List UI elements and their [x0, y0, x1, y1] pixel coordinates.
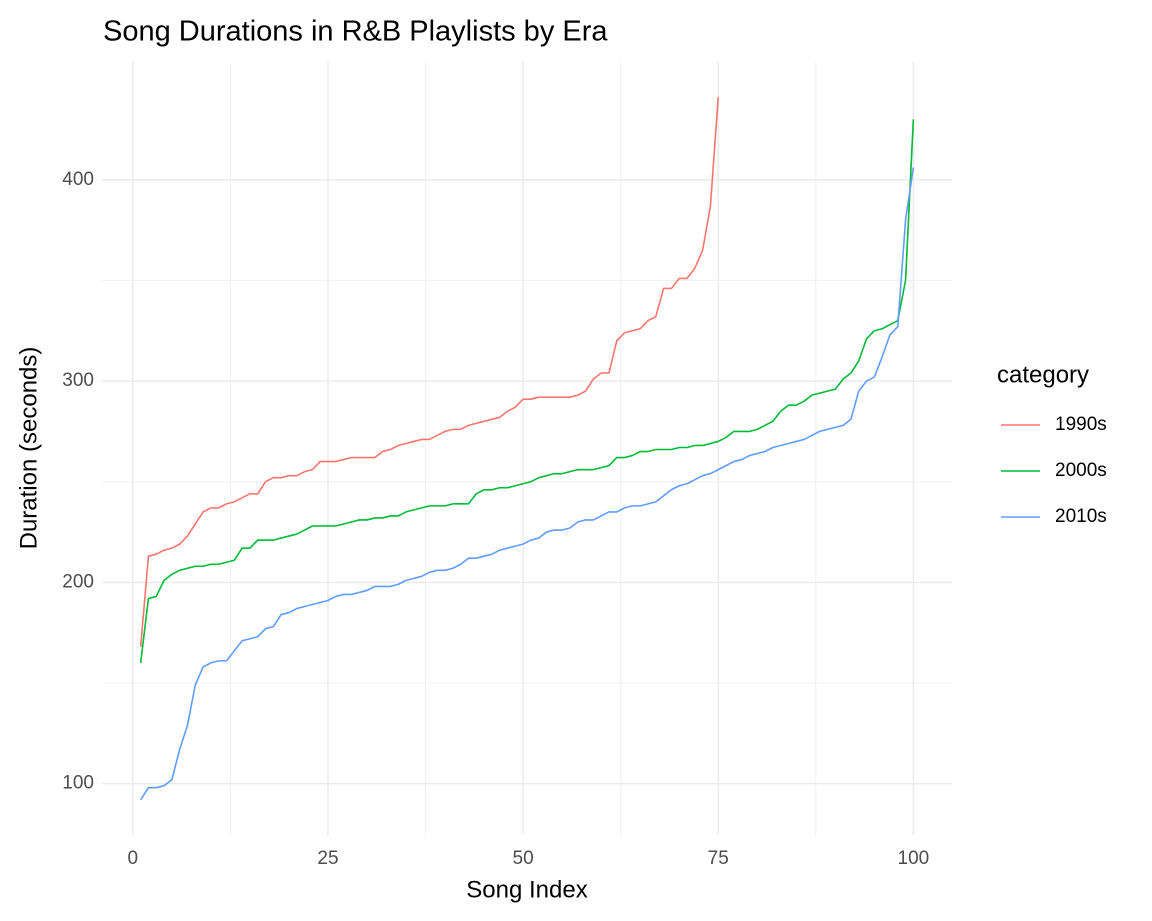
line-series	[139, 167, 915, 801]
legend-title: category	[997, 361, 1089, 388]
y-tick-label: 200	[62, 571, 94, 592]
x-tick-label: 25	[317, 848, 338, 869]
x-axis-label: Song Index	[466, 876, 587, 903]
x-tick-label: 100	[898, 848, 930, 869]
grid	[102, 62, 952, 835]
y-tick-label: 300	[62, 370, 94, 391]
x-tick-label: 0	[128, 848, 139, 869]
y-tick-label: 400	[62, 169, 94, 190]
legend-label: 2000s	[1055, 460, 1107, 481]
legend-label: 1990s	[1055, 414, 1107, 435]
line-series	[139, 119, 915, 663]
chart-title: Song Durations in R&B Playlists by Era	[103, 16, 608, 48]
legend-label: 2010s	[1055, 506, 1107, 527]
y-tick-label: 100	[62, 773, 94, 794]
line-series	[139, 97, 720, 647]
y-axis-label: Duration (seconds)	[15, 347, 42, 550]
x-tick-label: 75	[708, 848, 729, 869]
x-tick-label: 50	[513, 848, 534, 869]
